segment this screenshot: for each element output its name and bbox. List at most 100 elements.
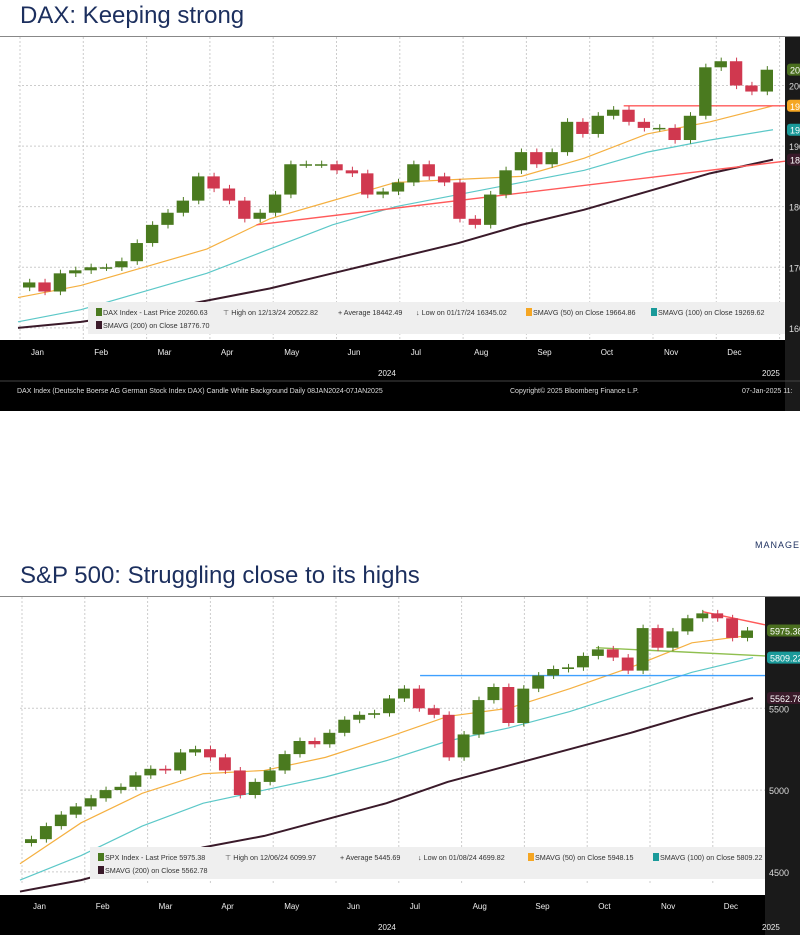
price-tag-label: 19269.62 — [790, 126, 800, 136]
candle — [253, 212, 266, 219]
month-label: Aug — [473, 902, 487, 911]
y-tick-label: 17000 — [789, 263, 800, 273]
month-label: Dec — [727, 348, 741, 357]
legend-item: SMAVG (200) on Close 18776.70 — [103, 321, 210, 330]
price-tag-label: 5809.22 — [770, 654, 800, 664]
candle — [545, 152, 558, 165]
y-tick-label: 5500 — [769, 704, 789, 714]
month-label: Dec — [724, 902, 738, 911]
month-label: Mar — [158, 348, 172, 357]
y-tick-label: 4500 — [769, 868, 789, 878]
price-axis-strip — [785, 37, 800, 411]
candle — [353, 714, 366, 720]
price-axis-strip — [765, 597, 800, 935]
candle — [560, 121, 574, 153]
candle — [547, 669, 560, 676]
candle — [268, 194, 282, 213]
candle — [514, 152, 528, 171]
candle — [99, 790, 112, 799]
y-tick-label: 18000 — [789, 203, 800, 213]
year-label: 2025 — [762, 923, 780, 932]
legend-swatch — [526, 308, 532, 316]
candle — [729, 61, 743, 86]
candle — [144, 768, 157, 776]
month-label: Sep — [537, 348, 552, 357]
legend-swatch — [528, 853, 534, 861]
candle — [222, 188, 236, 201]
spx-chart: 4500 5000 5500 5975.38 5809.22 5562.78 SPX Ind… — [0, 597, 800, 935]
candle — [69, 806, 82, 815]
candle — [457, 734, 470, 758]
candle — [576, 655, 589, 668]
candle — [407, 164, 420, 183]
candle — [376, 191, 389, 195]
year-label: 2024 — [378, 923, 396, 932]
candle — [699, 67, 712, 116]
candle — [84, 798, 97, 807]
candle — [218, 757, 231, 771]
title-divider — [0, 36, 800, 37]
legend-item: SMAVG (100) on Close 19269.62 — [658, 308, 765, 317]
time-axis — [0, 895, 765, 935]
candle — [25, 839, 37, 844]
candle — [345, 170, 359, 174]
month-label: Jun — [348, 348, 361, 357]
candle — [361, 173, 374, 195]
candle — [422, 164, 435, 177]
candle — [368, 713, 381, 715]
candle — [653, 127, 666, 130]
candle — [576, 121, 589, 134]
candle — [161, 212, 174, 225]
month-label: Sep — [535, 902, 550, 911]
candle — [69, 270, 82, 274]
month-label: Feb — [96, 902, 110, 911]
candle — [84, 267, 97, 271]
month-label: May — [284, 348, 299, 357]
candle — [532, 675, 545, 689]
footer-description: DAX Index (Deutsche Boerse AG German Sto… — [17, 388, 383, 395]
candle — [53, 273, 67, 292]
legend-item: SMAVG (50) on Close 5948.15 — [535, 853, 634, 862]
candle — [472, 700, 485, 735]
candle — [129, 775, 142, 787]
candle — [442, 714, 455, 758]
month-label: Aug — [474, 348, 488, 357]
legend-item: + Average 5445.69 — [340, 853, 400, 862]
candle — [176, 200, 190, 213]
candle — [284, 164, 297, 195]
candle — [383, 698, 395, 714]
candle — [666, 631, 679, 648]
candle — [99, 267, 113, 269]
manage-label: MANAGE — [754, 540, 800, 550]
month-label: Apr — [221, 348, 234, 357]
legend-item: SMAVG (50) on Close 19664.86 — [533, 308, 636, 317]
candle — [308, 741, 321, 745]
candle — [502, 687, 515, 723]
candle — [330, 164, 343, 171]
y-tick-label: 16000 — [789, 324, 800, 334]
candle — [530, 152, 543, 165]
month-label: Nov — [661, 902, 675, 911]
price-tag-label: 5562.78 — [770, 694, 800, 704]
legend-swatch — [653, 853, 659, 861]
y-tick-label: 19000 — [789, 142, 800, 152]
legend-swatch — [96, 308, 102, 316]
candle — [204, 749, 216, 758]
month-label: May — [284, 902, 299, 911]
candle — [115, 261, 128, 268]
candle — [637, 121, 651, 128]
candle — [114, 786, 127, 791]
candle — [130, 243, 143, 262]
spx-chart-title: S&P 500: Struggling close to its highs — [20, 562, 420, 589]
year-label: 2024 — [378, 369, 396, 378]
candle — [745, 85, 758, 92]
dax-chart-title: DAX: Keeping strong — [20, 2, 245, 29]
price-tag-label: 18776.70 — [790, 156, 800, 166]
candle — [606, 109, 620, 116]
candle — [711, 613, 724, 619]
month-label: Nov — [664, 348, 678, 357]
legend-item: SMAVG (200) on Close 5562.78 — [105, 866, 208, 875]
footer-date: 07-Jan-2025 11: — [742, 388, 793, 395]
candle — [562, 667, 574, 669]
candle — [412, 688, 425, 709]
